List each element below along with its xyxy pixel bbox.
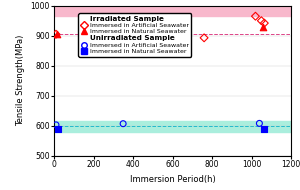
Point [121, 33, 125, 36]
Point [253, 15, 258, 18]
Point [261, 25, 266, 28]
Point [55, 128, 60, 131]
Point [257, 122, 262, 125]
Point [262, 128, 267, 131]
Point [202, 36, 206, 39]
X-axis label: Immersion Period(h): Immersion Period(h) [130, 175, 215, 184]
Point [55, 32, 59, 35]
Point [154, 38, 159, 41]
Point [121, 122, 125, 125]
Y-axis label: Tensile Strength(MPa): Tensile Strength(MPa) [16, 35, 25, 126]
Point [54, 33, 58, 36]
Legend: Irradiated Sample, Immersed in Artificial Seawater, Immersed in Natural Seawater: Irradiated Sample, Immersed in Artificia… [79, 13, 191, 56]
Point [54, 123, 58, 126]
Point [259, 19, 264, 22]
Point [262, 22, 267, 25]
Bar [54, 6, 291, 16]
Bar [54, 121, 291, 132]
